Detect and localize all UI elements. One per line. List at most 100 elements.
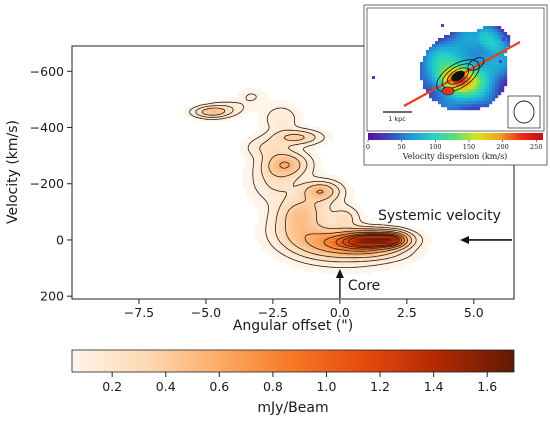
inset-pixel [444, 65, 448, 69]
pv-pixel [366, 241, 370, 245]
pv-pixel [375, 235, 379, 239]
pv-pixel [300, 133, 304, 137]
pv-pixel [321, 241, 325, 245]
pv-pixel [285, 145, 289, 149]
pv-pixel [267, 217, 271, 221]
pv-pixel [408, 253, 412, 257]
pv-pixel [276, 199, 280, 203]
pv-pixel [321, 256, 325, 260]
pv-pixel [327, 199, 331, 203]
pv-pixel [273, 178, 277, 182]
pv-pixel [408, 232, 412, 236]
pv-pixel [276, 148, 280, 152]
pv-pixel [255, 145, 259, 149]
inset-pixel [453, 83, 457, 87]
pv-pixel [288, 187, 292, 191]
inset-pixel [444, 74, 448, 78]
pv-pixel [303, 253, 307, 257]
inset-pixel [423, 62, 427, 66]
pv-pixel [225, 112, 229, 116]
pv-pixel [210, 106, 214, 110]
inset-pixel [504, 41, 508, 45]
pv-pixel [246, 136, 250, 140]
pv-pixel [339, 268, 343, 272]
pv-pixel [318, 235, 322, 239]
pv-pixel [264, 217, 268, 221]
pv-pixel [261, 151, 265, 155]
pv-pixel [402, 262, 406, 266]
pv-pixel [243, 88, 247, 92]
pv-pixel [246, 139, 250, 143]
pv-pixel [303, 178, 307, 182]
pv-pixel [414, 253, 418, 257]
pv-pixel [354, 232, 358, 236]
pv-pixel [390, 250, 394, 254]
pv-pixel [273, 145, 277, 149]
pv-pixel [366, 226, 370, 230]
pv-pixel [300, 148, 304, 152]
colorbar-tick-label: 0.6 [209, 379, 229, 394]
pv-pixel [300, 190, 304, 194]
pv-pixel [222, 106, 226, 110]
pv-pixel [342, 214, 346, 218]
pv-pixel [273, 172, 277, 176]
pv-pixel [282, 112, 286, 116]
pv-pixel [312, 235, 316, 239]
pv-pixel [348, 253, 352, 257]
pv-pixel [261, 232, 265, 236]
inset-pixel [465, 47, 469, 51]
pv-pixel [264, 250, 268, 254]
inset-pixel [471, 62, 475, 66]
pv-pixel [330, 256, 334, 260]
pv-pixel [351, 250, 355, 254]
pv-pixel [342, 211, 346, 215]
inset-pixel [459, 101, 463, 105]
pv-pixel [303, 187, 307, 191]
pv-pixel [294, 130, 298, 134]
pv-pixel [312, 250, 316, 254]
pv-pixel [405, 250, 409, 254]
pv-pixel [291, 259, 295, 263]
pv-pixel [264, 223, 268, 227]
inset-pixel [423, 71, 427, 75]
inset-pixel [492, 83, 496, 87]
inset-pixel [462, 41, 466, 45]
pv-pixel [249, 106, 253, 110]
pv-pixel [420, 250, 424, 254]
inset-pixel [432, 71, 436, 75]
pv-pixel [390, 265, 394, 269]
inset-pixel [480, 41, 484, 45]
pv-pixel [294, 163, 298, 167]
pv-pixel [309, 148, 313, 152]
pv-pixel [408, 229, 412, 233]
pv-pixel [285, 235, 289, 239]
pv-pixel [300, 217, 304, 221]
pv-pixel [354, 208, 358, 212]
pv-pixel [246, 160, 250, 164]
pv-pixel [243, 103, 247, 107]
pv-pixel [303, 154, 307, 158]
pv-pixel [210, 115, 214, 119]
pv-pixel [276, 184, 280, 188]
pv-pixel [255, 235, 259, 239]
pv-pixel [258, 97, 262, 101]
pv-pixel [318, 127, 322, 131]
inset-pixel [501, 35, 505, 39]
inset-pixel [504, 32, 508, 36]
pv-pixel [285, 208, 289, 212]
inset-pixel [471, 74, 475, 78]
pv-pixel [264, 235, 268, 239]
pv-pixel [417, 235, 421, 239]
pv-pixel [312, 265, 316, 269]
pv-pixel [297, 142, 301, 146]
pv-pixel [273, 169, 277, 173]
pv-pixel [360, 223, 364, 227]
pv-pixel [300, 118, 304, 122]
inset-pixel [492, 80, 496, 84]
pv-pixel [255, 181, 259, 185]
pv-pixel [369, 253, 373, 257]
pv-pixel [264, 172, 268, 176]
pv-pixel [285, 121, 289, 125]
pv-pixel [303, 133, 307, 137]
pv-pixel [360, 241, 364, 245]
